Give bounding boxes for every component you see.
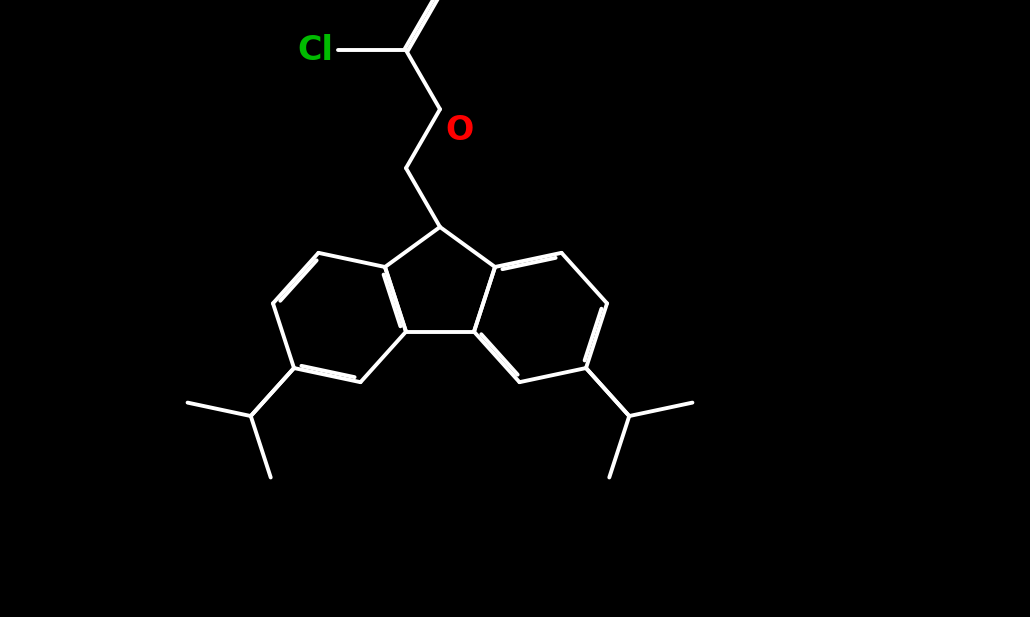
Text: Cl: Cl xyxy=(297,34,333,67)
Text: O: O xyxy=(445,114,473,147)
